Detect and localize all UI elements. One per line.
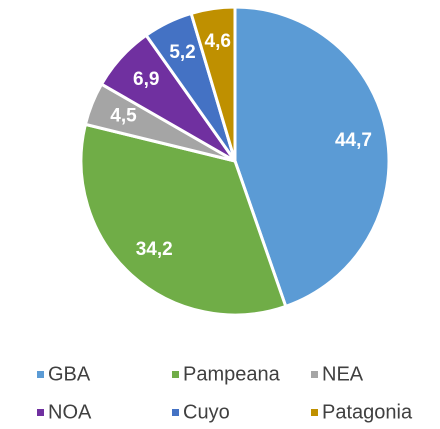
- legend-swatch: [172, 409, 179, 416]
- legend-label: GBA: [48, 363, 91, 385]
- legend-label: Pampeana: [183, 363, 281, 385]
- pie-slice: [79, 122, 288, 317]
- data-label: 4,6: [205, 31, 231, 52]
- data-label: 44,7: [335, 130, 372, 151]
- legend-swatch: [311, 371, 318, 378]
- legend-swatch: [37, 371, 44, 378]
- legend-swatch: [311, 409, 318, 416]
- data-label: 5,2: [169, 42, 195, 63]
- pie-slice: [233, 5, 391, 309]
- data-label: 4,5: [110, 105, 137, 126]
- data-label: 6,9: [133, 69, 159, 90]
- legend-label: Cuyo: [183, 401, 230, 423]
- legend-label: NEA: [322, 363, 364, 385]
- legend-label: NOA: [48, 401, 92, 423]
- legend-swatch: [172, 371, 179, 378]
- legend-label: Patagonia: [322, 401, 413, 423]
- legend-swatch: [37, 409, 44, 416]
- data-label: 34,2: [136, 239, 173, 260]
- pie-slice: [189, 5, 237, 162]
